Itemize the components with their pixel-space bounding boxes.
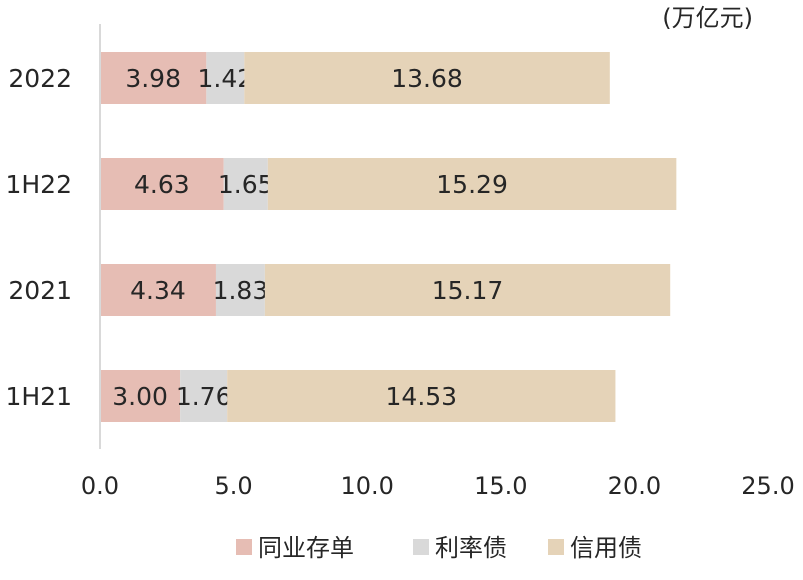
bar-segment [215, 264, 265, 316]
legend-swatch [236, 539, 252, 555]
bar-segment [100, 52, 207, 104]
legend-swatch [413, 539, 429, 555]
bar-segment [244, 52, 610, 104]
x-tick-label: 15.0 [474, 472, 527, 500]
bar-segment [180, 370, 228, 422]
category-label: 1H22 [5, 170, 72, 199]
legend-label: 利率债 [435, 534, 507, 562]
legend-label: 信用债 [570, 534, 642, 562]
data-label: 3.00 [112, 382, 168, 411]
x-tick-label: 5.0 [215, 472, 253, 500]
data-label: 1.83 [213, 276, 269, 305]
legend: 同业存单 利率债 信用债 [236, 534, 642, 562]
legend-swatch [548, 539, 564, 555]
bar-segment [206, 52, 245, 104]
bars-layer: 3.98 1.42 13.68 4.63 1.65 15.29 4.34 1.83 15.17 3… [100, 52, 677, 422]
category-label: 2022 [8, 64, 72, 93]
data-label: 1.65 [218, 170, 274, 199]
category-labels: 2022 1H22 2021 1H21 [5, 64, 72, 411]
bar-segment [100, 264, 216, 316]
data-label: 1.76 [176, 382, 232, 411]
category-label: 2021 [8, 276, 72, 305]
legend-label: 同业存单 [258, 534, 354, 562]
data-label: 15.17 [432, 276, 504, 305]
data-label: 14.53 [386, 382, 458, 411]
x-tick-label: 0.0 [81, 472, 119, 500]
x-tick-label: 10.0 [340, 472, 393, 500]
bar-segment [264, 264, 671, 316]
x-tick-label: 20.0 [608, 472, 661, 500]
data-label: 15.29 [436, 170, 508, 199]
data-label: 13.68 [391, 64, 463, 93]
bar-segment [267, 158, 677, 210]
bar-segment [100, 158, 224, 210]
x-tick-label: 25.0 [741, 472, 794, 500]
data-label: 4.63 [134, 170, 190, 199]
category-label: 1H21 [5, 382, 72, 411]
x-axis-tick-labels: 0.0 5.0 10.0 15.0 20.0 25.0 [81, 472, 795, 500]
data-label: 1.42 [197, 64, 253, 93]
unit-label: (万亿元) [662, 4, 753, 32]
bar-segment [100, 370, 181, 422]
bar-segment [223, 158, 268, 210]
bar-segment [227, 370, 616, 422]
data-label: 4.34 [130, 276, 186, 305]
data-label: 3.98 [125, 64, 181, 93]
